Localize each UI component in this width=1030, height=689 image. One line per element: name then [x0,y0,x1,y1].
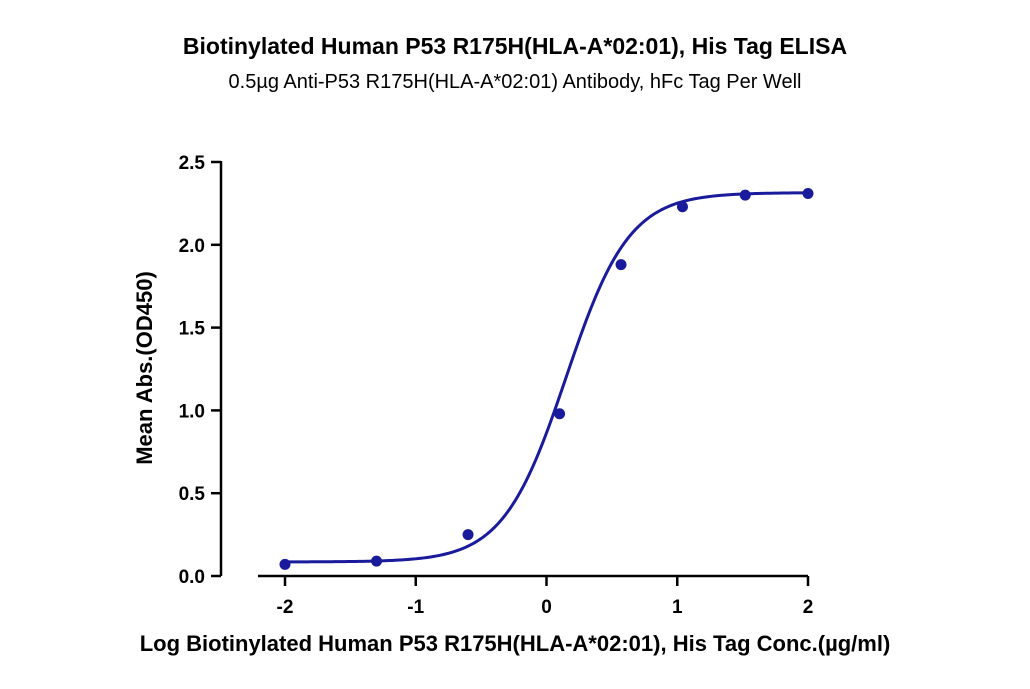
data-point [371,555,383,567]
x-tick-label: -2 [277,597,294,618]
data-point [615,259,627,271]
y-tick-label: 1.0 [179,401,205,422]
x-tick-label: -1 [407,597,424,618]
x-axis-label: Log Biotinylated Human P53 R175H(HLA-A*0… [140,631,891,656]
data-point [554,408,566,420]
fit-curve [285,191,809,564]
chart-title: Biotinylated Human P53 R175H(HLA-A*02:01… [183,33,847,59]
x-tick-label: 0 [541,597,552,618]
data-point [802,187,814,199]
x-tick-label: 1 [672,597,683,618]
y-tick-label: 2.5 [179,153,206,174]
y-axis-ticks: 0.0 0.5 1.0 1.5 2.0 2.5 [179,153,221,588]
data-points [279,187,814,570]
data-point [279,558,291,570]
y-tick-label: 0.5 [179,484,206,505]
y-tick-label: 1.5 [179,319,206,340]
chart-subtitle: 0.5µg Anti-P53 R175H(HLA-A*02:01) Antibo… [229,71,802,93]
y-axis-label: Mean Abs.(OD450) [132,271,157,465]
y-tick-label: 2.0 [179,236,205,257]
y-tick-label: 0.0 [179,567,205,588]
data-point [739,189,751,201]
axes [219,161,808,578]
x-axis-ticks: -2 -1 0 1 2 [277,576,814,618]
data-point [676,201,688,213]
x-tick-label: 2 [803,597,814,618]
data-point [462,529,474,541]
